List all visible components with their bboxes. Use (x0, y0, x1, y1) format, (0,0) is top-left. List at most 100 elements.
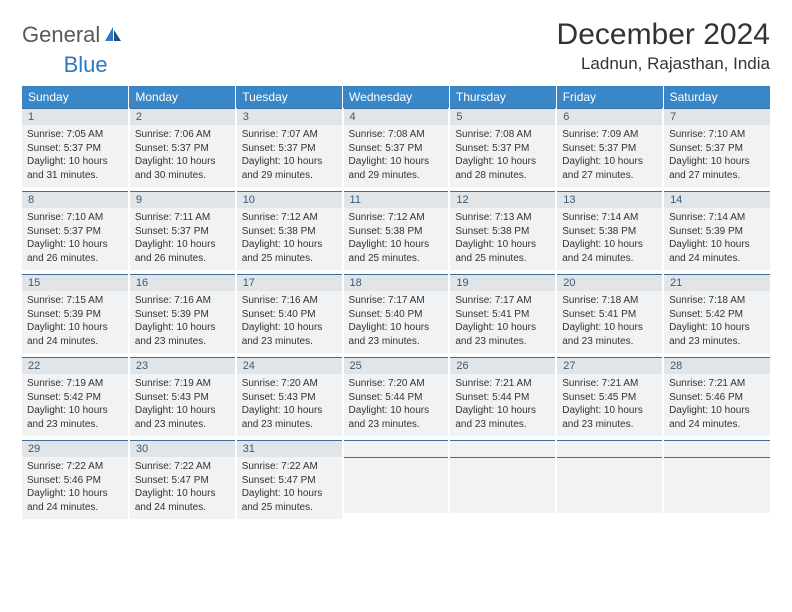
sunrise-line: Sunrise: 7:21 AM (455, 377, 550, 391)
calendar-cell (556, 438, 663, 521)
sunrise-line: Sunrise: 7:08 AM (349, 128, 444, 142)
day-body: Sunrise: 7:09 AMSunset: 5:37 PMDaylight:… (557, 125, 662, 187)
calendar-cell: 11Sunrise: 7:12 AMSunset: 5:38 PMDayligh… (343, 189, 450, 272)
weekday-header: Monday (129, 86, 236, 108)
sunset-line: Sunset: 5:37 PM (562, 142, 657, 156)
day-number: 4 (344, 108, 449, 125)
sunset-line: Sunset: 5:44 PM (455, 391, 550, 405)
sunset-line: Sunset: 5:44 PM (349, 391, 444, 405)
sunset-line: Sunset: 5:47 PM (242, 474, 337, 488)
day-number: 23 (130, 357, 235, 374)
sunrise-line: Sunrise: 7:16 AM (135, 294, 230, 308)
sunset-line: Sunset: 5:40 PM (242, 308, 337, 322)
sunrise-line: Sunrise: 7:07 AM (242, 128, 337, 142)
calendar-table: SundayMondayTuesdayWednesdayThursdayFrid… (22, 86, 770, 523)
day-body: Sunrise: 7:10 AMSunset: 5:37 PMDaylight:… (664, 125, 770, 187)
sunset-line: Sunset: 5:41 PM (562, 308, 657, 322)
calendar-cell: 8Sunrise: 7:10 AMSunset: 5:37 PMDaylight… (22, 189, 129, 272)
sunrise-line: Sunrise: 7:22 AM (135, 460, 230, 474)
day-body: Sunrise: 7:10 AMSunset: 5:37 PMDaylight:… (22, 208, 128, 270)
sunrise-line: Sunrise: 7:17 AM (455, 294, 550, 308)
sunrise-line: Sunrise: 7:16 AM (242, 294, 337, 308)
daylight-line: Daylight: 10 hours and 30 minutes. (135, 155, 230, 182)
sunrise-line: Sunrise: 7:18 AM (562, 294, 657, 308)
sunset-line: Sunset: 5:37 PM (135, 225, 230, 239)
day-body: Sunrise: 7:17 AMSunset: 5:41 PMDaylight:… (450, 291, 555, 353)
calendar-cell: 5Sunrise: 7:08 AMSunset: 5:37 PMDaylight… (449, 108, 556, 189)
brand-part2: Blue (64, 52, 108, 78)
sunset-line: Sunset: 5:37 PM (27, 225, 123, 239)
sunset-line: Sunset: 5:41 PM (455, 308, 550, 322)
day-number: 22 (22, 357, 128, 374)
daylight-line: Daylight: 10 hours and 24 minutes. (669, 238, 765, 265)
calendar-cell: 17Sunrise: 7:16 AMSunset: 5:40 PMDayligh… (236, 272, 343, 355)
calendar-cell: 30Sunrise: 7:22 AMSunset: 5:47 PMDayligh… (129, 438, 236, 521)
day-number: 13 (557, 191, 662, 208)
daylight-line: Daylight: 10 hours and 23 minutes. (27, 404, 123, 431)
sunset-line: Sunset: 5:38 PM (562, 225, 657, 239)
calendar-cell: 23Sunrise: 7:19 AMSunset: 5:43 PMDayligh… (129, 355, 236, 438)
daylight-line: Daylight: 10 hours and 23 minutes. (562, 404, 657, 431)
day-number: 16 (130, 274, 235, 291)
calendar-body: 1Sunrise: 7:05 AMSunset: 5:37 PMDaylight… (22, 108, 770, 521)
calendar-cell: 4Sunrise: 7:08 AMSunset: 5:37 PMDaylight… (343, 108, 450, 189)
day-number: 7 (664, 108, 770, 125)
day-body: Sunrise: 7:22 AMSunset: 5:46 PMDaylight:… (22, 457, 128, 519)
sunrise-line: Sunrise: 7:09 AM (562, 128, 657, 142)
day-body: Sunrise: 7:20 AMSunset: 5:43 PMDaylight:… (237, 374, 342, 436)
brand-logo: General (22, 22, 123, 48)
daylight-line: Daylight: 10 hours and 29 minutes. (242, 155, 337, 182)
day-number: 14 (664, 191, 770, 208)
calendar-cell (449, 438, 556, 521)
sunset-line: Sunset: 5:38 PM (242, 225, 337, 239)
day-number: 29 (22, 440, 128, 457)
day-body: Sunrise: 7:21 AMSunset: 5:44 PMDaylight:… (450, 374, 555, 436)
day-body: Sunrise: 7:16 AMSunset: 5:39 PMDaylight:… (130, 291, 235, 353)
day-body: Sunrise: 7:13 AMSunset: 5:38 PMDaylight:… (450, 208, 555, 270)
sunrise-line: Sunrise: 7:18 AM (669, 294, 765, 308)
day-body: Sunrise: 7:17 AMSunset: 5:40 PMDaylight:… (344, 291, 449, 353)
daylight-line: Daylight: 10 hours and 25 minutes. (242, 487, 337, 514)
sunset-line: Sunset: 5:38 PM (349, 225, 444, 239)
day-number: 20 (557, 274, 662, 291)
calendar-row: 22Sunrise: 7:19 AMSunset: 5:42 PMDayligh… (22, 355, 770, 438)
daylight-line: Daylight: 10 hours and 23 minutes. (135, 321, 230, 348)
sunrise-line: Sunrise: 7:20 AM (242, 377, 337, 391)
daylight-line: Daylight: 10 hours and 26 minutes. (27, 238, 123, 265)
sunrise-line: Sunrise: 7:06 AM (135, 128, 230, 142)
daylight-line: Daylight: 10 hours and 24 minutes. (27, 321, 123, 348)
calendar-cell: 18Sunrise: 7:17 AMSunset: 5:40 PMDayligh… (343, 272, 450, 355)
sunrise-line: Sunrise: 7:05 AM (27, 128, 123, 142)
day-number: 11 (344, 191, 449, 208)
calendar-cell: 3Sunrise: 7:07 AMSunset: 5:37 PMDaylight… (236, 108, 343, 189)
daylight-line: Daylight: 10 hours and 23 minutes. (242, 404, 337, 431)
calendar-cell: 1Sunrise: 7:05 AMSunset: 5:37 PMDaylight… (22, 108, 129, 189)
day-body: Sunrise: 7:20 AMSunset: 5:44 PMDaylight:… (344, 374, 449, 436)
sunrise-line: Sunrise: 7:22 AM (27, 460, 123, 474)
daylight-line: Daylight: 10 hours and 28 minutes. (455, 155, 550, 182)
day-body: Sunrise: 7:14 AMSunset: 5:39 PMDaylight:… (664, 208, 770, 270)
sunset-line: Sunset: 5:43 PM (135, 391, 230, 405)
day-body: Sunrise: 7:14 AMSunset: 5:38 PMDaylight:… (557, 208, 662, 270)
daylight-line: Daylight: 10 hours and 23 minutes. (135, 404, 230, 431)
day-number: 21 (664, 274, 770, 291)
sunset-line: Sunset: 5:46 PM (27, 474, 123, 488)
sunset-line: Sunset: 5:37 PM (349, 142, 444, 156)
weekday-header: Saturday (663, 86, 770, 108)
sunset-line: Sunset: 5:37 PM (27, 142, 123, 156)
day-body: Sunrise: 7:05 AMSunset: 5:37 PMDaylight:… (22, 125, 128, 187)
calendar-cell: 31Sunrise: 7:22 AMSunset: 5:47 PMDayligh… (236, 438, 343, 521)
day-number: 31 (237, 440, 342, 457)
day-number: 8 (22, 191, 128, 208)
day-number: 10 (237, 191, 342, 208)
daylight-line: Daylight: 10 hours and 25 minutes. (349, 238, 444, 265)
daylight-line: Daylight: 10 hours and 23 minutes. (242, 321, 337, 348)
calendar-cell (343, 438, 450, 521)
day-body: Sunrise: 7:21 AMSunset: 5:46 PMDaylight:… (664, 374, 770, 436)
calendar-cell: 14Sunrise: 7:14 AMSunset: 5:39 PMDayligh… (663, 189, 770, 272)
calendar-cell: 7Sunrise: 7:10 AMSunset: 5:37 PMDaylight… (663, 108, 770, 189)
daylight-line: Daylight: 10 hours and 23 minutes. (349, 321, 444, 348)
daylight-line: Daylight: 10 hours and 27 minutes. (669, 155, 765, 182)
sunrise-line: Sunrise: 7:12 AM (242, 211, 337, 225)
day-body: Sunrise: 7:15 AMSunset: 5:39 PMDaylight:… (22, 291, 128, 353)
